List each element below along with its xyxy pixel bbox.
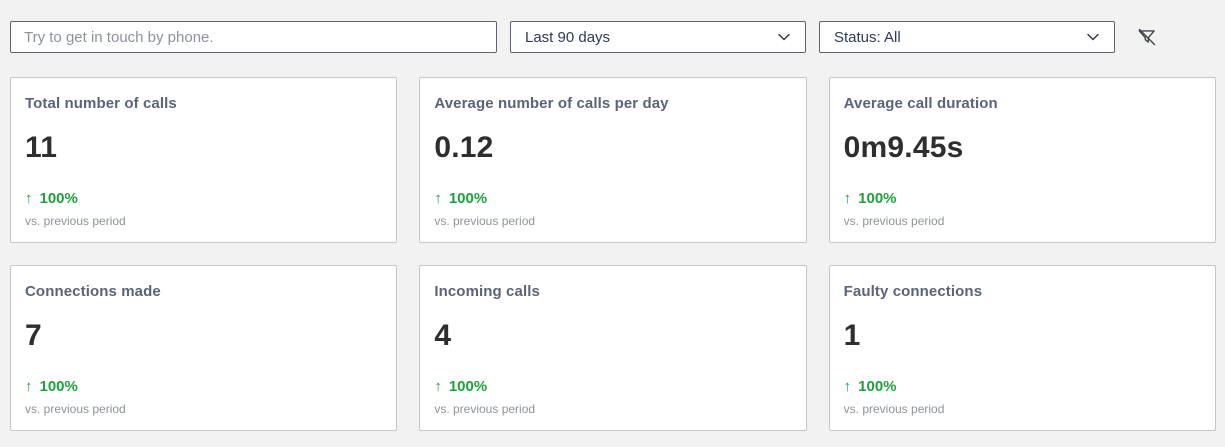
card-value: 0.12 — [434, 131, 494, 164]
card-title: Total number of calls — [25, 95, 177, 112]
card-comparison: vs. previous period — [843, 214, 945, 228]
card-comparison: vs. previous period — [434, 402, 536, 416]
trend-up-arrow-icon: ↑ — [434, 378, 442, 395]
date-range-value: Last 90 days — [525, 28, 611, 46]
card-trend: ↑ 100% — [844, 190, 1199, 207]
card-trend: ↑ 100% — [25, 378, 380, 395]
stat-card-incoming-calls: Incoming calls 4 ↑ 100% vs. previous per… — [419, 265, 807, 431]
card-value: 1 — [843, 319, 861, 352]
card-value: 4 — [434, 319, 452, 352]
stat-card-faulty-connections: Faulty connections 1 ↑ 100% vs. previous… — [828, 265, 1216, 431]
filter-bar: Last 90 days Status: All — [0, 0, 1225, 53]
trend-percent: 100% — [39, 190, 78, 207]
card-title: Faulty connections — [843, 283, 983, 300]
stat-card-avg-calls-per-day: Average number of calls per day 0.12 ↑ 1… — [419, 77, 807, 243]
stat-card-connections-made: Connections made 7 ↑ 100% vs. previous p… — [10, 265, 398, 431]
trend-percent: 100% — [448, 378, 488, 395]
trend-percent: 100% — [858, 190, 897, 207]
chevron-down-icon — [1087, 33, 1099, 41]
trend-percent: 100% — [39, 378, 78, 395]
date-range-dropdown[interactable]: Last 90 days — [510, 21, 806, 53]
chevron-down-icon — [778, 33, 790, 41]
card-title: Connections made — [25, 283, 161, 300]
card-value: 7 — [25, 319, 42, 352]
stats-cards-grid: Total number of calls 11 ↑ 100% vs. prev… — [10, 77, 1216, 431]
card-title: Average number of calls per day — [434, 95, 669, 112]
stat-card-avg-call-duration: Average call duration 0m9.45s ↑ 100% vs.… — [828, 77, 1216, 243]
card-value: 0m9.45s — [843, 131, 964, 164]
trend-up-arrow-icon: ↑ — [843, 190, 852, 207]
trend-up-arrow-icon: ↑ — [843, 378, 852, 395]
card-comparison: vs. previous period — [843, 402, 945, 416]
stat-card-total-calls: Total number of calls 11 ↑ 100% vs. prev… — [10, 77, 398, 243]
trend-up-arrow-icon: ↑ — [25, 378, 33, 395]
card-title: Incoming calls — [434, 283, 540, 300]
trend-percent: 100% — [448, 190, 488, 207]
status-value: Status: All — [834, 28, 901, 46]
trend-percent: 100% — [858, 378, 897, 395]
clear-filters-button[interactable] — [1132, 22, 1162, 52]
search-input[interactable] — [10, 21, 497, 53]
card-trend: ↑ 100% — [434, 190, 789, 207]
trend-up-arrow-icon: ↑ — [434, 190, 442, 207]
status-dropdown[interactable]: Status: All — [819, 21, 1115, 53]
trend-up-arrow-icon: ↑ — [25, 190, 33, 207]
card-trend: ↑ 100% — [25, 190, 380, 207]
card-value: 11 — [25, 131, 58, 164]
card-trend: ↑ 100% — [434, 378, 789, 395]
card-title: Average call duration — [843, 95, 998, 112]
card-comparison: vs. previous period — [434, 214, 536, 228]
card-comparison: vs. previous period — [25, 214, 126, 228]
card-comparison: vs. previous period — [25, 402, 126, 416]
filter-off-icon — [1138, 28, 1156, 46]
card-trend: ↑ 100% — [844, 378, 1199, 395]
